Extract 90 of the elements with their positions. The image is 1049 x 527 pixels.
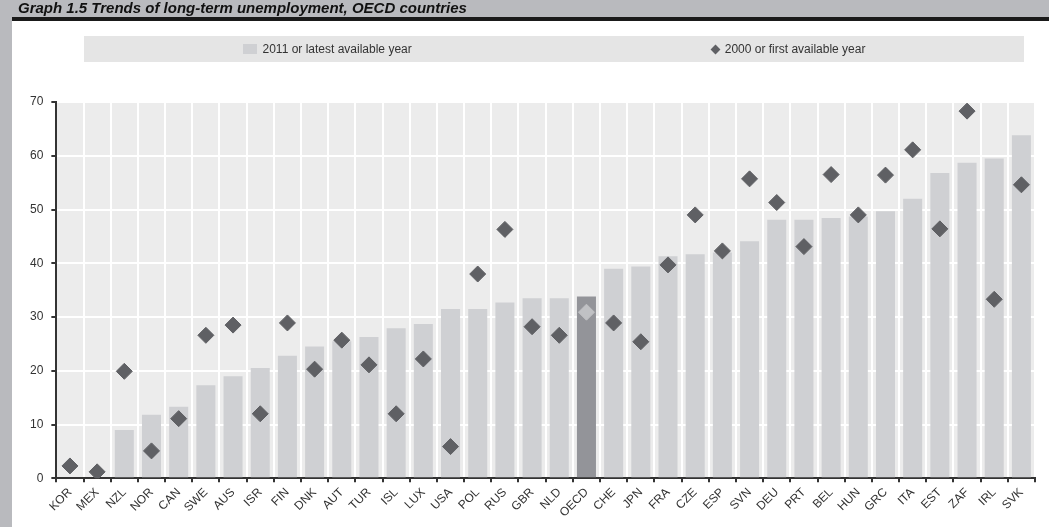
point bbox=[197, 326, 215, 344]
bar bbox=[223, 376, 243, 478]
bar bbox=[468, 308, 488, 478]
chart-title: Graph 1.5 Trends of long-term unemployment, OECD countries bbox=[18, 0, 467, 16]
bar bbox=[821, 218, 841, 478]
point bbox=[115, 362, 133, 380]
point bbox=[360, 356, 378, 374]
point bbox=[306, 360, 324, 378]
point bbox=[523, 318, 541, 336]
y-tick-label: 40 bbox=[29, 255, 44, 270]
y-tick-label: 10 bbox=[29, 416, 44, 431]
point bbox=[496, 220, 514, 238]
point bbox=[822, 166, 840, 184]
y-tick-label: 70 bbox=[29, 94, 44, 109]
x-tick-label: ITA bbox=[894, 484, 918, 508]
point bbox=[931, 220, 949, 238]
point bbox=[333, 331, 351, 349]
point bbox=[577, 303, 595, 321]
x-tick-label: ISR bbox=[240, 484, 265, 510]
bar bbox=[332, 341, 352, 478]
bar bbox=[848, 216, 868, 478]
point bbox=[88, 463, 106, 479]
bar bbox=[712, 252, 732, 478]
x-tick-label: ISL bbox=[377, 484, 401, 508]
bar bbox=[413, 324, 433, 478]
x-tick-label: USA bbox=[427, 484, 455, 513]
bar bbox=[277, 355, 297, 478]
bar bbox=[522, 298, 542, 478]
bar bbox=[984, 158, 1004, 478]
point bbox=[659, 256, 677, 274]
x-tick-label: BEL bbox=[809, 484, 836, 511]
x-tick-label: FRA bbox=[645, 484, 673, 512]
bar bbox=[576, 296, 596, 478]
point bbox=[686, 206, 704, 224]
bar bbox=[658, 256, 678, 478]
point bbox=[876, 166, 894, 184]
point bbox=[849, 206, 867, 224]
bar bbox=[903, 198, 923, 478]
y-tick-label: 0 bbox=[36, 470, 44, 485]
point bbox=[550, 326, 568, 344]
bar bbox=[794, 219, 814, 478]
x-tick-label: FIN bbox=[268, 484, 292, 509]
bar bbox=[441, 308, 461, 478]
y-tick-label: 20 bbox=[29, 363, 44, 378]
bar bbox=[386, 328, 406, 478]
y-tick-label: 60 bbox=[29, 148, 44, 163]
point bbox=[904, 141, 922, 159]
point bbox=[605, 314, 623, 332]
legend-label: 2011 or latest available year bbox=[262, 42, 412, 56]
point bbox=[632, 333, 650, 351]
bar bbox=[930, 172, 950, 478]
legend-label: 2000 or first available year bbox=[724, 42, 866, 56]
point bbox=[741, 170, 759, 188]
point bbox=[170, 410, 188, 428]
point bbox=[958, 102, 976, 120]
bar bbox=[250, 368, 270, 478]
point bbox=[414, 350, 432, 368]
x-tick-label: POL bbox=[455, 484, 483, 512]
bar bbox=[549, 298, 569, 478]
bar bbox=[305, 346, 325, 478]
bar bbox=[875, 211, 895, 478]
bar bbox=[740, 241, 760, 478]
point bbox=[469, 265, 487, 283]
point bbox=[795, 238, 813, 256]
x-tick-label: IRL bbox=[975, 484, 999, 509]
bar bbox=[604, 268, 624, 478]
bar bbox=[196, 385, 216, 478]
bar bbox=[359, 336, 379, 478]
point bbox=[1012, 176, 1030, 194]
point bbox=[251, 405, 269, 423]
x-tick-label: TUR bbox=[346, 484, 374, 513]
point bbox=[713, 242, 731, 260]
bar bbox=[495, 302, 515, 478]
bar bbox=[631, 266, 651, 478]
bar bbox=[767, 219, 787, 478]
y-tick-label: 50 bbox=[29, 201, 44, 216]
y-tick-label: 30 bbox=[29, 309, 44, 324]
point bbox=[442, 438, 460, 456]
x-tick-label: CZE bbox=[672, 484, 700, 512]
bar bbox=[114, 429, 134, 478]
point bbox=[985, 290, 1003, 308]
point bbox=[387, 405, 405, 423]
bar bbox=[685, 254, 705, 478]
bar bbox=[957, 162, 977, 478]
x-tick-label: NZL bbox=[102, 484, 129, 511]
bar bbox=[1011, 135, 1031, 478]
point bbox=[278, 314, 296, 332]
point bbox=[61, 457, 79, 475]
point bbox=[768, 194, 786, 212]
point bbox=[224, 316, 242, 334]
